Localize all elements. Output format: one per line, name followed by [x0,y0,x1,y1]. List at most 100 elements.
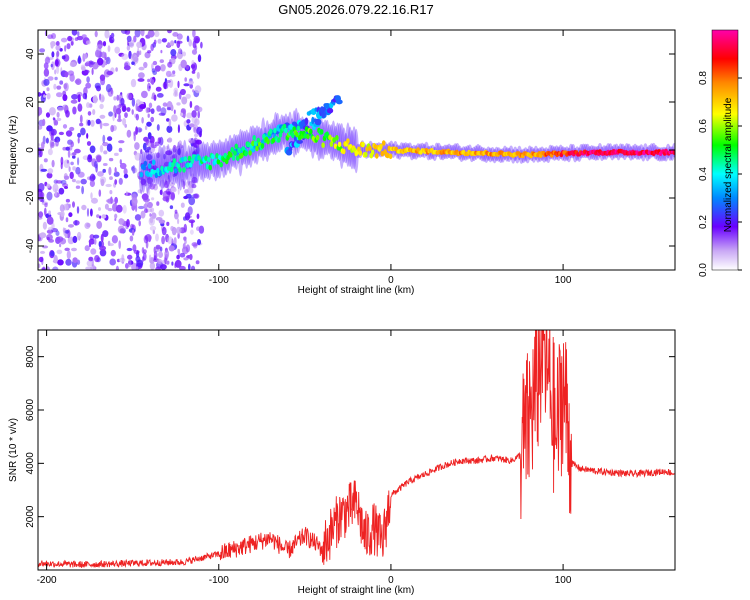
spectrogram-speckle [155,86,162,92]
spectrogram-speckle [170,49,177,57]
spectrogram-speckle [83,40,86,45]
spectrogram-speckle [43,68,50,77]
spectrogram-speckle [188,219,196,224]
spectrogram-speckle [166,107,172,111]
spectrogram-speckle [183,236,187,241]
spectrogram-speckle [64,233,68,238]
ridge-cell [168,161,172,168]
spectrogram-speckle [40,192,45,199]
spectrogram-speckle [98,207,101,211]
spectrogram-speckle [81,34,87,39]
spectrogram-speckle [118,240,121,250]
spectrogram-speckle [38,125,43,130]
spectrogram-speckle [46,216,54,225]
spectrogram-speckle [98,241,102,248]
ridge-cell [146,171,150,178]
spectrogram-speckle [170,191,175,201]
ridge-cell [230,146,234,153]
ridge-cell [219,161,223,168]
ridge-cell [278,132,283,138]
spectrogram-speckle [167,137,173,143]
spectrogram-speckle [71,247,77,252]
spectrogram-speckle [134,30,141,38]
spectrogram-speckle [38,211,44,218]
spectrogram-speckle [52,183,59,193]
spectrogram-speckle [182,180,186,190]
spectrogram-speckle [63,159,70,168]
spectrogram-speckle [75,78,82,85]
spectrogram-speckle [126,35,132,42]
spectrogram-speckle [150,79,155,85]
spectrogram-speckle [54,188,57,197]
ridge-cell [284,127,288,134]
spectrogram-speckle [74,219,78,226]
spectrogram-speckle [131,109,134,115]
ridge-cell [291,132,295,139]
ridge-cell [207,156,211,163]
spectrogram-speckle [197,106,203,113]
spectrogram-speckle [153,94,157,101]
spectrogram-speckle [38,263,41,269]
snr-xtick-label: -100 [209,575,229,586]
spectrogram-speckle [66,159,69,164]
ridge-cell [251,140,255,147]
spectrogram-speckle [154,65,161,72]
spectrogram-speckle [182,243,186,250]
spectrogram-speckle [166,221,170,226]
spectrogram-speckle [174,40,177,44]
spectrogram-speckle [68,203,71,209]
spectrogram-speckle [104,203,109,210]
ridge-cell [204,155,208,161]
spectrogram-branch [324,103,331,109]
spectrogram-speckle [98,189,102,197]
ridge-cell [218,154,222,161]
spectrogram-speckle [167,61,173,68]
spectrogram-speckle [59,80,64,85]
ridge-cell [269,128,273,135]
spectrogram-speckle [46,183,51,188]
colorbar-gradient [711,29,739,271]
ridge-cell [255,145,259,152]
ridge-cell [139,171,144,178]
spectrogram-speckle [188,140,196,144]
ridge-cell [215,153,219,159]
ridge-cell [306,133,310,140]
snr-xtick-label: 100 [555,575,572,586]
spectrogram-speckle [196,213,200,220]
spectrogram-speckle [169,182,175,187]
spectrogram-speckle [140,210,146,219]
ridge-cell [237,147,241,153]
ridge-cell [151,159,156,166]
spectrogram-speckle [122,118,127,126]
spectrogram-speckle [174,259,182,268]
spectrogram-ytick-label: -40 [25,238,36,253]
spectrogram-speckle [147,78,150,83]
spectrogram-speckle [44,207,47,216]
spectrogram-speckle [54,58,61,68]
spectrogram-speckle [72,106,77,115]
spectrogram-speckle [54,76,58,81]
spectrogram-speckle [71,94,79,100]
spectrogram-speckle [57,259,64,266]
spectrogram-speckle [104,30,110,39]
spectrogram-speckle [65,217,69,223]
spectrogram-speckle [50,128,57,136]
spectrogram-speckle [136,50,140,58]
ridge-cell [246,141,251,148]
spectrogram-speckle [140,178,147,186]
snr-ytick-label: 6000 [25,398,36,421]
spectrogram-speckle [48,210,51,216]
spectrogram-speckle [159,189,163,196]
spectrogram-speckle [189,123,195,128]
spectrogram-speckle [169,205,174,210]
snr-ytick-label: 2000 [25,505,36,528]
ridge-cell [315,134,320,141]
spectrogram-speckle [188,263,191,270]
spectrogram-speckle [184,189,189,194]
spectrogram-speckle [110,32,115,39]
spectrogram-speckle [141,247,145,254]
ridge-cell [231,155,236,161]
spectrogram-speckle [114,152,119,156]
spectrogram-speckle [174,209,178,214]
spectrogram-speckle [128,258,132,268]
